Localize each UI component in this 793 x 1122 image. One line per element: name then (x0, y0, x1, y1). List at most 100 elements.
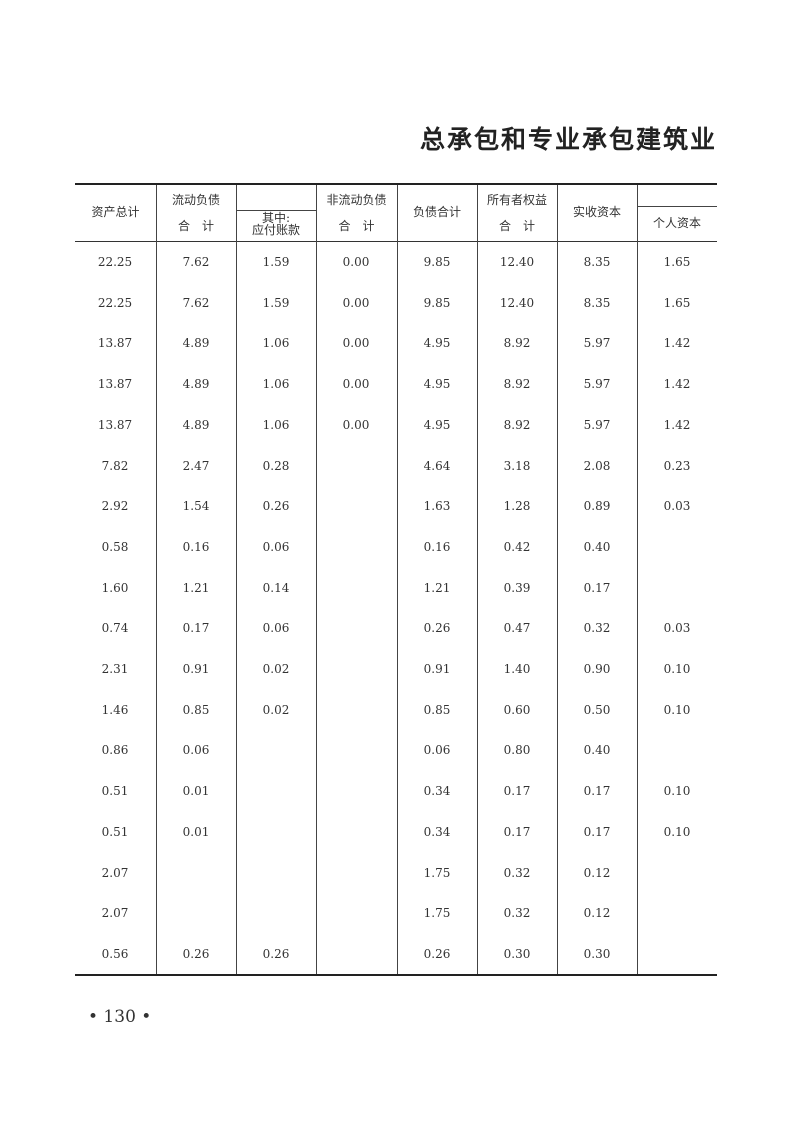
table-cell: 1.40 (503, 662, 531, 676)
table-row: 13.87 4.89 1.06 0.00 4.95 8.92 5.97 1.42 (75, 405, 717, 446)
table-row: 2.07 1.75 0.32 0.12 (75, 893, 717, 934)
table-cell: 1.75 (423, 865, 451, 880)
header-equity: 所有者权益 (486, 193, 547, 207)
table-cell: 1.46 (101, 702, 129, 717)
table-cell: 13.87 (97, 417, 133, 432)
table-cell: 0.10 (663, 662, 691, 676)
table-row: 13.87 4.89 1.06 0.00 4.95 8.92 5.97 1.42 (75, 364, 717, 405)
table-cell: 0.17 (503, 784, 531, 799)
column-divider (316, 185, 317, 974)
table-cell: 0.51 (101, 784, 129, 799)
table-cell: 0.17 (583, 824, 611, 839)
table-cell: 0.32 (503, 906, 531, 921)
table-cell: 9.85 (423, 295, 451, 310)
header-noncurrent-liab: 非流动负债 (326, 193, 387, 207)
table-row: 7.82 2.47 0.28 4.64 3.18 2.08 0.23 (75, 446, 717, 487)
table-cell: 0.74 (101, 621, 129, 636)
table-row: 1.60 1.21 0.14 1.21 0.39 0.17 (75, 568, 717, 609)
table-cell: 0.06 (423, 743, 451, 758)
table-row: 2.31 0.91 0.02 0.91 1.40 0.90 0.10 (75, 649, 717, 690)
table-cell: 0.39 (503, 580, 531, 595)
payables-subheader-rule (236, 210, 316, 211)
table-cell: 0.50 (583, 702, 611, 717)
table-cell: 4.89 (182, 377, 210, 392)
table-cell: 0.01 (182, 824, 210, 839)
table-cell: 0.26 (262, 946, 290, 961)
table-row: 1.46 0.85 0.02 0.85 0.60 0.50 0.10 (75, 690, 717, 731)
table-cell: 22.25 (97, 255, 133, 269)
table-cell: 0.12 (583, 906, 611, 921)
table-top-rule (75, 183, 717, 185)
table-cell: 0.58 (101, 539, 129, 554)
column-divider (156, 185, 157, 974)
table-cell: 0.02 (262, 702, 290, 717)
table-cell: 0.00 (342, 295, 370, 310)
table-row: 0.58 0.16 0.06 0.16 0.42 0.40 (75, 527, 717, 568)
column-divider (477, 185, 478, 974)
table-row: 2.92 1.54 0.26 1.63 1.28 0.89 0.03 (75, 486, 717, 527)
table-cell: 0.47 (503, 621, 531, 636)
header-equity-total: 合 计 (498, 219, 535, 233)
table-cell: 7.62 (182, 295, 210, 310)
table-cell: 0.16 (423, 539, 451, 554)
table-cell: 1.42 (663, 336, 691, 351)
column-divider (397, 185, 398, 974)
table-cell: 0.01 (182, 784, 210, 799)
table-cell: 0.03 (663, 621, 691, 636)
table-cell: 2.08 (583, 458, 611, 473)
table-cell: 12.40 (499, 295, 535, 310)
table-cell: 0.32 (583, 621, 611, 636)
table-cell: 1.59 (262, 255, 290, 269)
table-cell: 0.17 (182, 621, 210, 636)
table-cell: 2.92 (101, 499, 129, 514)
table-row: 22.25 7.62 1.59 0.00 9.85 12.40 8.35 1.65 (75, 242, 717, 283)
table-cell: 8.92 (503, 377, 531, 392)
table-cell: 0.06 (262, 621, 290, 636)
table-cell: 1.42 (663, 417, 691, 432)
header-personal-capital: 个人资本 (652, 216, 701, 230)
table-cell: 0.00 (342, 377, 370, 392)
table-cell: 0.26 (182, 946, 210, 961)
table-row: 22.25 7.62 1.59 0.00 9.85 12.40 8.35 1.65 (75, 283, 717, 324)
table-cell: 3.18 (503, 458, 531, 473)
table-cell: 0.85 (423, 702, 451, 717)
table-row: 0.86 0.06 0.06 0.80 0.40 (75, 730, 717, 771)
table-cell: 0.90 (583, 662, 611, 676)
table-cell: 0.23 (663, 458, 691, 473)
table-cell: 0.16 (182, 539, 210, 554)
table-cell: 0.10 (663, 702, 691, 717)
table-cell: 0.26 (262, 499, 290, 514)
table-cell: 0.86 (101, 743, 129, 758)
table-row: 2.07 1.75 0.32 0.12 (75, 853, 717, 894)
table-cell: 0.34 (423, 824, 451, 839)
table-cell: 1.06 (262, 336, 290, 351)
personal-capital-subheader-rule (637, 206, 717, 207)
column-divider (557, 185, 558, 974)
table-cell: 1.28 (503, 499, 531, 514)
table-cell: 9.85 (423, 255, 451, 269)
table-cell: 1.06 (262, 417, 290, 432)
table-cell: 5.97 (583, 377, 611, 392)
table-cell: 0.10 (663, 784, 691, 799)
table-cell: 0.28 (262, 458, 290, 473)
table-cell: 0.17 (503, 824, 531, 839)
table-cell: 4.89 (182, 336, 210, 351)
table-cell: 1.65 (663, 255, 691, 269)
table-row: 0.56 0.26 0.26 0.26 0.30 0.30 (75, 934, 717, 975)
table-row: 13.87 4.89 1.06 0.00 4.95 8.92 5.97 1.42 (75, 323, 717, 364)
table-cell: 0.30 (503, 946, 531, 961)
table-cell: 1.60 (101, 580, 129, 595)
table-cell: 1.59 (262, 295, 290, 310)
header-total-assets: 资产总计 (91, 205, 140, 219)
table-cell: 2.31 (101, 662, 129, 676)
table-cell: 4.89 (182, 417, 210, 432)
table-cell: 2.47 (182, 458, 210, 473)
table-cell: 4.95 (423, 336, 451, 351)
column-divider (637, 185, 638, 974)
table-cell: 0.03 (663, 499, 691, 514)
table-cell: 0.26 (423, 621, 451, 636)
table-cell: 0.00 (342, 255, 370, 269)
table-cell: 8.35 (583, 295, 611, 310)
header-bottom-rule (75, 241, 717, 242)
header-payables: 其中: 应付账款 (251, 211, 300, 237)
